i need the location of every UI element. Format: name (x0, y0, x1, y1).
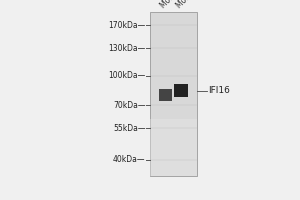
Text: Mouse lung: Mouse lung (175, 0, 212, 10)
Bar (159, 89, 172, 101)
Bar (174, 84, 188, 97)
Text: 55kDa—: 55kDa— (113, 124, 146, 133)
Bar (150, 12, 196, 176)
Text: 170kDa—: 170kDa— (108, 21, 146, 30)
Text: 70kDa—: 70kDa— (113, 101, 146, 110)
Bar (150, 119, 196, 176)
Text: 100kDa—: 100kDa— (108, 71, 146, 80)
Text: Mouse spleen: Mouse spleen (159, 0, 202, 10)
Text: 40kDa—: 40kDa— (113, 155, 146, 164)
Text: IFI16: IFI16 (208, 86, 230, 95)
Text: 130kDa—: 130kDa— (108, 44, 146, 53)
